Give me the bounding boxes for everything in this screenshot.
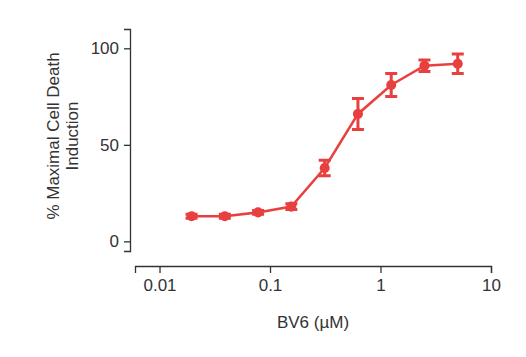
x-tick-label: 10 — [482, 276, 501, 295]
y-tick-label: 50 — [100, 136, 119, 155]
x-tick-mark — [380, 266, 381, 273]
data-point — [419, 61, 429, 71]
y-tick: 50 — [100, 136, 130, 155]
y-axis: 0 50 100 — [91, 30, 131, 252]
error-bar — [385, 73, 397, 96]
y-tick: 100 — [91, 39, 130, 58]
data-point — [386, 80, 396, 90]
error-bar — [352, 98, 364, 129]
x-tick: 10 — [482, 266, 501, 295]
y-tick-label: 100 — [91, 39, 119, 58]
x-axis-line — [136, 267, 492, 274]
data-point — [353, 109, 363, 119]
y-tick-mark — [124, 145, 130, 146]
plot-area — [186, 54, 464, 221]
data-point — [286, 202, 296, 212]
data-point — [187, 211, 197, 221]
data-point — [253, 207, 263, 217]
x-tick-label: 1 — [376, 276, 385, 295]
x-axis-title: BV6 (µM) — [277, 313, 349, 332]
data-line — [192, 64, 458, 217]
x-tick-label: 0.01 — [143, 276, 176, 295]
x-tick: 0.01 — [143, 266, 176, 295]
x-tick-mark — [491, 266, 492, 273]
x-tick: 1 — [376, 266, 385, 295]
y-tick-label: 0 — [110, 232, 119, 251]
x-tick-mark — [270, 266, 271, 273]
x-tick-label: 0.1 — [259, 276, 283, 295]
data-point — [220, 211, 230, 221]
y-tick-mark — [124, 48, 130, 49]
chart: 0.010.1110050100BV6 (µM)% Maximal Cell D… — [0, 0, 526, 357]
error-bar — [418, 60, 430, 72]
y-tick-mark — [124, 241, 130, 242]
data-point — [453, 59, 463, 69]
x-axis: 0.01 0.1 1 10 — [136, 266, 501, 295]
data-point — [320, 163, 330, 173]
x-tick: 0.1 — [259, 266, 283, 295]
y-axis-title-line: Induction — [63, 102, 82, 171]
error-bar — [319, 160, 331, 175]
y-axis-line — [124, 30, 131, 252]
y-tick: 0 — [110, 232, 130, 251]
x-tick-mark — [159, 266, 160, 273]
y-axis-title-line: % Maximal Cell Death — [44, 52, 63, 219]
error-bar — [452, 54, 464, 73]
y-axis-title: % Maximal Cell DeathInduction — [44, 52, 82, 219]
